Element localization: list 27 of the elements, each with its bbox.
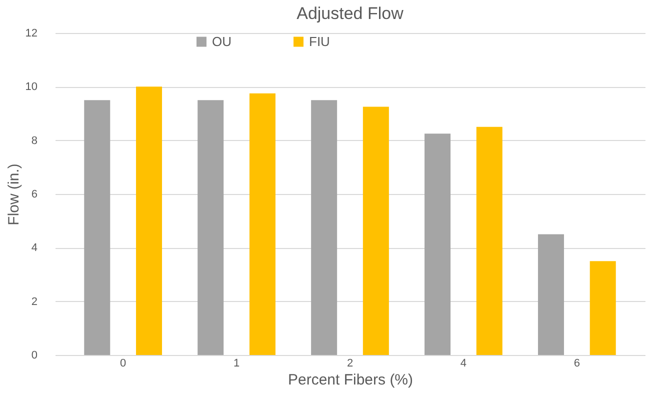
bar bbox=[311, 100, 338, 355]
legend-label: OU bbox=[212, 34, 232, 49]
bar bbox=[590, 261, 616, 355]
x-axis-title: Percent Fibers (%) bbox=[288, 372, 414, 388]
y-tick-label: 10 bbox=[25, 81, 38, 94]
chart-title: Adjusted Flow bbox=[296, 4, 404, 23]
x-tick-label: 0 bbox=[120, 358, 126, 370]
legend-label: FIU bbox=[309, 34, 330, 49]
y-tick-label: 4 bbox=[31, 242, 38, 254]
x-tick-label: 1 bbox=[233, 358, 240, 370]
bar bbox=[84, 100, 110, 355]
y-tick-label: 8 bbox=[31, 134, 38, 147]
y-tick-label: 6 bbox=[31, 188, 38, 200]
bar bbox=[249, 93, 276, 355]
bar bbox=[476, 126, 502, 355]
y-axis-title: Flow (in.) bbox=[5, 164, 22, 226]
bar bbox=[362, 106, 389, 355]
x-tick-label: 2 bbox=[346, 358, 354, 370]
bar bbox=[136, 86, 162, 355]
y-tick-label: 12 bbox=[25, 28, 38, 40]
bar bbox=[198, 100, 224, 355]
x-tick-label: 6 bbox=[574, 358, 580, 370]
bar bbox=[538, 234, 564, 355]
x-tick-label: 4 bbox=[460, 358, 467, 370]
bar bbox=[424, 134, 451, 355]
y-tick-label: 0 bbox=[31, 350, 38, 362]
y-tick-label: 2 bbox=[31, 296, 38, 308]
